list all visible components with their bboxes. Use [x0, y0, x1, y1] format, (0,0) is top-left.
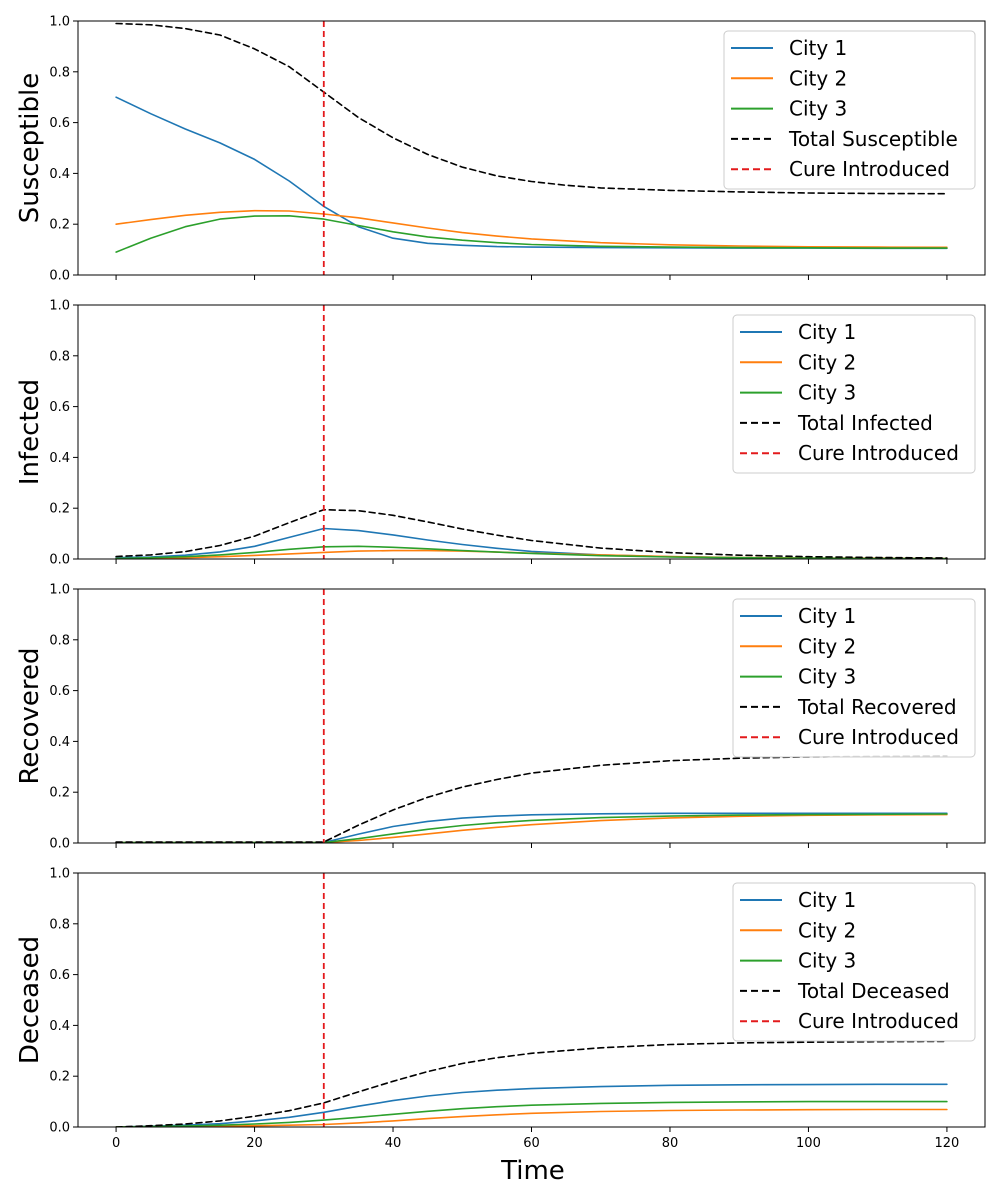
y-tick-label: 0.4	[49, 167, 70, 182]
y-tick-label: 0.6	[49, 116, 70, 131]
y-tick-label: 1.0	[49, 299, 70, 314]
legend-box	[732, 598, 976, 758]
legend-label-total-infected: Total Infected	[797, 411, 933, 435]
axes-frame	[77, 304, 986, 560]
legend-label-total-deceased: Total Deceased	[797, 979, 950, 1003]
y-axis-label: Susceptible	[15, 73, 45, 223]
y-tick-label: 0.8	[49, 349, 70, 364]
y-tick-label: 1.0	[49, 15, 70, 30]
legend-label-city-2: City 2	[789, 66, 847, 90]
legend-label-city-1: City 1	[798, 888, 856, 912]
x-tick-label: 80	[662, 1136, 679, 1151]
series-line-total-infected	[115, 508, 948, 559]
legend: City 1 City 2 City 3 Total Susceptible Cure …	[723, 30, 976, 190]
y-tick-label: 0.8	[49, 65, 70, 80]
series-line-city-2	[115, 1108, 948, 1127]
legend-label-total-recovered: Total Recovered	[797, 695, 957, 719]
legend-label-city-3: City 3	[789, 97, 847, 121]
x-tick-label: 60	[523, 1136, 540, 1151]
y-tick-label: 0.4	[49, 735, 70, 750]
legend: City 1 City 2 City 3 Total Deceased Cure Int…	[732, 882, 976, 1042]
y-tick-label: 0.0	[49, 553, 70, 568]
axes-frame	[77, 20, 986, 276]
y-tick-label: 0.0	[49, 837, 70, 852]
series-line-city-3	[115, 545, 948, 559]
y-tick-label: 0.0	[49, 1121, 70, 1136]
y-axis-label: Deceased	[15, 936, 45, 1064]
series-group	[115, 1040, 948, 1127]
legend-label-city-1: City 1	[798, 604, 856, 628]
y-tick-label: 0.6	[49, 684, 70, 699]
series-line-total-susceptible	[115, 22, 948, 195]
series-line-total-recovered	[115, 755, 948, 843]
series-group	[115, 22, 948, 253]
y-tick-label: 0.6	[49, 968, 70, 983]
y-tick-label: 0.8	[49, 917, 70, 932]
legend-label-city-3: City 3	[798, 949, 856, 973]
legend-label-city-3: City 3	[798, 381, 856, 405]
y-tick-label: 0.2	[49, 502, 70, 517]
legend-box	[732, 314, 976, 474]
x-tick-label: 100	[796, 1136, 821, 1151]
x-axis-label: Time	[500, 1156, 565, 1186]
y-tick-label: 0.2	[49, 786, 70, 801]
y-tick-label: 0.2	[49, 1070, 70, 1085]
x-tick-label: 0	[112, 1136, 120, 1151]
y-tick-label: 0.0	[49, 269, 70, 284]
legend-box	[723, 30, 976, 190]
y-tick-label: 0.6	[49, 400, 70, 415]
x-tick-label: 120	[935, 1136, 960, 1151]
legend: City 1 City 2 City 3 Total Recovered Cure In…	[732, 598, 976, 758]
legend-label-cure-introduced: Cure Introduced	[789, 157, 950, 181]
series-line-city-2	[115, 209, 948, 249]
x-tick-label: 40	[385, 1136, 402, 1151]
series-line-city-1	[115, 1083, 948, 1127]
legend-label-cure-introduced: Cure Introduced	[798, 725, 959, 749]
y-tick-label: 1.0	[49, 583, 70, 598]
legend-label-city-2: City 2	[798, 350, 856, 374]
legend-label-city-1: City 1	[789, 36, 847, 60]
legend-label-cure-introduced: Cure Introduced	[798, 441, 959, 465]
legend-label-city-2: City 2	[798, 634, 856, 658]
y-tick-label: 0.4	[49, 1019, 70, 1034]
x-tick-label: 20	[246, 1136, 263, 1151]
legend-label-city-1: City 1	[798, 320, 856, 344]
legend-label-city-3: City 3	[798, 665, 856, 689]
y-tick-label: 0.8	[49, 633, 70, 648]
axes-frame	[77, 872, 986, 1128]
y-axis-label: Infected	[15, 379, 45, 485]
series-line-city-3	[115, 1100, 948, 1127]
y-axis-label: Recovered	[15, 647, 45, 784]
y-tick-label: 0.2	[49, 218, 70, 233]
axes-frame	[77, 588, 986, 844]
legend-label-city-2: City 2	[798, 918, 856, 942]
y-tick-label: 0.4	[49, 451, 70, 466]
y-tick-label: 1.0	[49, 867, 70, 882]
series-group	[115, 508, 948, 559]
legend-label-total-susceptible: Total Susceptible	[788, 127, 958, 151]
panel-deceased: 0 20 40 60 80 100 120 0.0 0.2 0.4 0.6 0.8 1.0 Decease…	[15, 867, 986, 1151]
legend: City 1 City 2 City 3 Total Infected Cure Int…	[732, 314, 976, 474]
series-line-total-deceased	[115, 1040, 948, 1127]
series-line-city-3	[115, 215, 948, 253]
legend-label-cure-introduced: Cure Introduced	[798, 1009, 959, 1033]
legend-box	[732, 882, 976, 1042]
